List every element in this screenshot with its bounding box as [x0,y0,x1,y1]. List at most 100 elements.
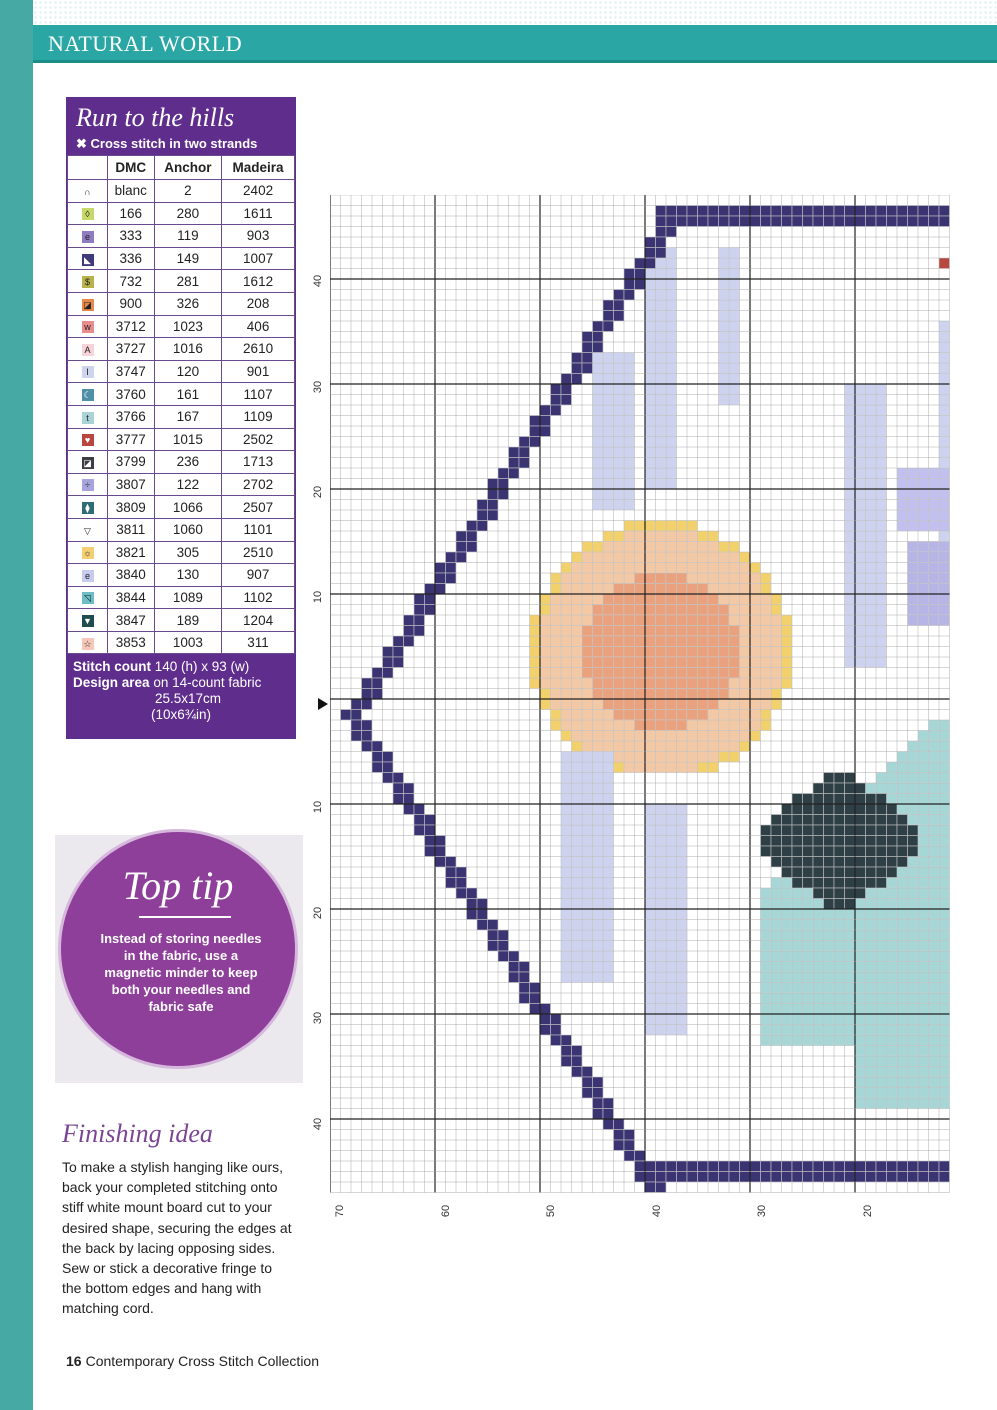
border-stitch [592,341,604,353]
key-symbol: ◪ [67,450,108,474]
sun-center-stitch [581,635,593,647]
border-stitch [529,425,541,437]
dark-hill-stitch [760,845,772,857]
sun-ring-stitch [560,719,572,731]
lavender-stitch [665,856,677,868]
teal-stitch [928,961,940,973]
key-row: ◊ 166 280 1611 [67,201,295,226]
teal-stitch [865,898,877,910]
sun-ring-stitch [760,614,772,626]
teal-stitch [928,908,940,920]
sun-edge-stitch [697,530,709,542]
lavender-stitch [581,898,593,910]
teal-stitch [865,919,877,931]
dark-hill-stitch [896,814,908,826]
teal-stitch [928,919,940,931]
sun-ring-stitch [539,646,551,658]
teal-stitch [802,1034,814,1046]
lavender-stitch [655,835,667,847]
sun-center-stitch [686,667,698,679]
lavender-stitch [938,436,950,448]
heart-stitch [938,257,950,269]
border-stitch [634,1171,646,1183]
madeira-code: 1611 [221,201,295,226]
border-stitch [844,1160,856,1172]
dark-hill-stitch [896,845,908,857]
sun-ring-stitch [728,730,740,742]
border-stitch [749,215,761,227]
sun-center-stitch [718,635,730,647]
sun-ring-stitch [676,740,688,752]
lavender-stitch [602,856,614,868]
dark-hill-stitch [854,814,866,826]
border-stitch [518,992,530,1004]
purple-stitch [917,572,929,584]
sun-ring-stitch [707,730,719,742]
lavender-stitch [655,257,667,269]
sun-center-stitch [623,604,635,616]
sun-center-stitch [718,646,730,658]
teal-stitch [844,929,856,941]
lavender-stitch [644,310,656,322]
teal-stitch [833,992,845,1004]
border-stitch [392,635,404,647]
sun-center-stitch [644,719,656,731]
dmc-code: 3799 [107,450,155,474]
key-row: I 3747 120 901 [67,359,295,384]
border-stitch [392,656,404,668]
border-stitch [424,814,436,826]
lavender-stitch [676,856,688,868]
lavender-stitch [602,362,614,374]
lavender-stitch [560,803,572,815]
lavender-stitch [655,845,667,857]
lavender-stitch [560,908,572,920]
dark-hill-stitch [770,856,782,868]
lavender-stitch [560,877,572,889]
lavender-stitch [865,583,877,595]
teal-stitch [823,961,835,973]
border-stitch [476,919,488,931]
lavender-stitch [854,625,866,637]
dark-hill-stitch [865,793,877,805]
sun-ring-stitch [560,698,572,710]
sun-center-stitch [676,698,688,710]
sun-ring-stitch [749,625,761,637]
thread-swatch-icon: w [81,321,94,334]
sun-ring-stitch [728,551,740,563]
teal-stitch [928,1087,940,1099]
border-stitch [455,887,467,899]
sun-center-stitch [602,688,614,700]
lavender-stitch [602,394,614,406]
purple-stitch [928,520,940,532]
lavender-stitch [655,362,667,374]
border-stitch [823,215,835,227]
sun-ring-stitch [686,572,698,584]
border-stitch [644,1160,656,1172]
sun-ring-stitch [613,719,625,731]
lavender-stitch [875,656,887,668]
border-stitch [476,898,488,910]
border-stitch [371,761,383,773]
lavender-stitch [665,404,677,416]
border-stitch [823,205,835,217]
key-row: e 333 119 903 [67,224,295,248]
thread-swatch-icon: e [81,569,94,582]
sun-ring-stitch [560,614,572,626]
sun-ring-stitch [686,740,698,752]
lavender-stitch [560,845,572,857]
border-stitch [833,1160,845,1172]
border-stitch [350,698,362,710]
border-stitch [550,1024,562,1036]
lavender-stitch [854,436,866,448]
sun-center-stitch [697,677,709,689]
border-stitch [455,530,467,542]
border-stitch [655,226,667,238]
border-stitch [592,1087,604,1099]
lavender-stitch [718,383,730,395]
anchor-code: 130 [153,563,223,587]
teal-stitch [802,887,814,899]
dark-hill-stitch [812,845,824,857]
teal-stitch [875,1097,887,1109]
tip-text: Instead of storing needles in the fabric… [100,931,262,1014]
sun-center-stitch [676,656,688,668]
